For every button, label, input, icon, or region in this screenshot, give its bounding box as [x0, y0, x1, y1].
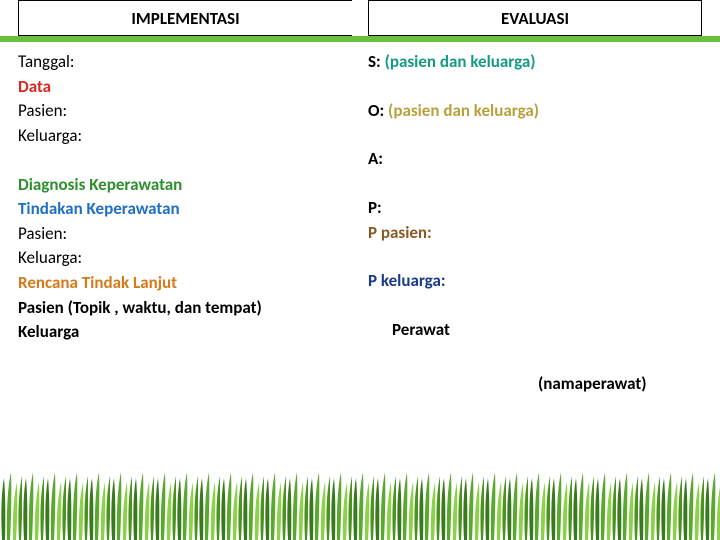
- row-nama: (namaperawat): [538, 372, 702, 397]
- row-tanggal: Tanggal:: [18, 50, 352, 75]
- header-evaluasi: EVALUASI: [368, 0, 702, 36]
- row-keluarga3: Keluarga: [18, 320, 352, 345]
- row-p-keluarga: P keluarga:: [368, 269, 702, 294]
- label-p: P:: [368, 197, 382, 218]
- label-tindakan: Tindakan Keperawatan: [18, 198, 180, 219]
- grass-svg: [0, 470, 720, 540]
- label-a: A:: [368, 148, 383, 169]
- label-diagnosis: Diagnosis Keperawatan: [18, 174, 182, 195]
- spacer-r5: [368, 294, 702, 318]
- spacer-r3: [368, 172, 702, 196]
- spacer-1: [18, 149, 352, 173]
- row-p-pasien: P pasien:: [368, 221, 702, 246]
- label-o: O:: [368, 100, 384, 121]
- header-implementasi: IMPLEMENTASI: [18, 0, 352, 36]
- value-o: (pasien dan keluarga): [388, 100, 539, 121]
- value-s: (pasien dan keluarga): [385, 51, 536, 72]
- label-p-keluarga: P keluarga:: [368, 270, 446, 291]
- body-implementasi: Tanggal: Data Pasien: Keluarga: Diagnosi…: [18, 36, 352, 345]
- row-keluarga2: Keluarga:: [18, 246, 352, 271]
- row-perawat: Perawat: [392, 318, 702, 343]
- label-data: Data: [18, 76, 51, 97]
- row-o: O: (pasien dan keluarga): [368, 99, 702, 124]
- spacer-r2: [368, 123, 702, 147]
- label-pasien3: Pasien (Topik , waktu, dan tempat): [18, 297, 262, 318]
- row-s: S: (pasien dan keluarga): [368, 50, 702, 75]
- body-evaluasi: S: (pasien dan keluarga) O: (pasien dan …: [368, 36, 702, 397]
- label-s: S:: [368, 51, 381, 72]
- row-a: A:: [368, 147, 702, 172]
- column-evaluasi: EVALUASI S: (pasien dan keluarga) O: (pa…: [360, 0, 720, 397]
- row-diagnosis: Diagnosis Keperawatan: [18, 173, 352, 198]
- label-nama: (namaperawat): [538, 373, 647, 394]
- row-p: P:: [368, 196, 702, 221]
- row-rencana: Rencana Tindak Lanjut: [18, 271, 352, 296]
- label-keluarga3: Keluarga: [18, 321, 79, 342]
- row-pasien2: Pasien:: [18, 222, 352, 247]
- main-layout: IMPLEMENTASI Tanggal: Data Pasien: Kelua…: [0, 0, 720, 397]
- row-tindakan: Tindakan Keperawatan: [18, 197, 352, 222]
- row-pasien3: Pasien (Topik , waktu, dan tempat): [18, 296, 352, 321]
- row-keluarga1: Keluarga:: [18, 124, 352, 149]
- column-implementasi: IMPLEMENTASI Tanggal: Data Pasien: Kelua…: [0, 0, 360, 397]
- row-pasien1: Pasien:: [18, 99, 352, 124]
- label-rencana: Rencana Tindak Lanjut: [18, 272, 177, 293]
- label-p-pasien: P pasien:: [368, 222, 432, 243]
- row-data: Data: [18, 75, 352, 100]
- label-perawat: Perawat: [392, 319, 450, 340]
- accent-stripe: [0, 36, 720, 42]
- spacer-r1: [368, 75, 702, 99]
- grass-decoration: [0, 470, 720, 540]
- spacer-r4: [368, 245, 702, 269]
